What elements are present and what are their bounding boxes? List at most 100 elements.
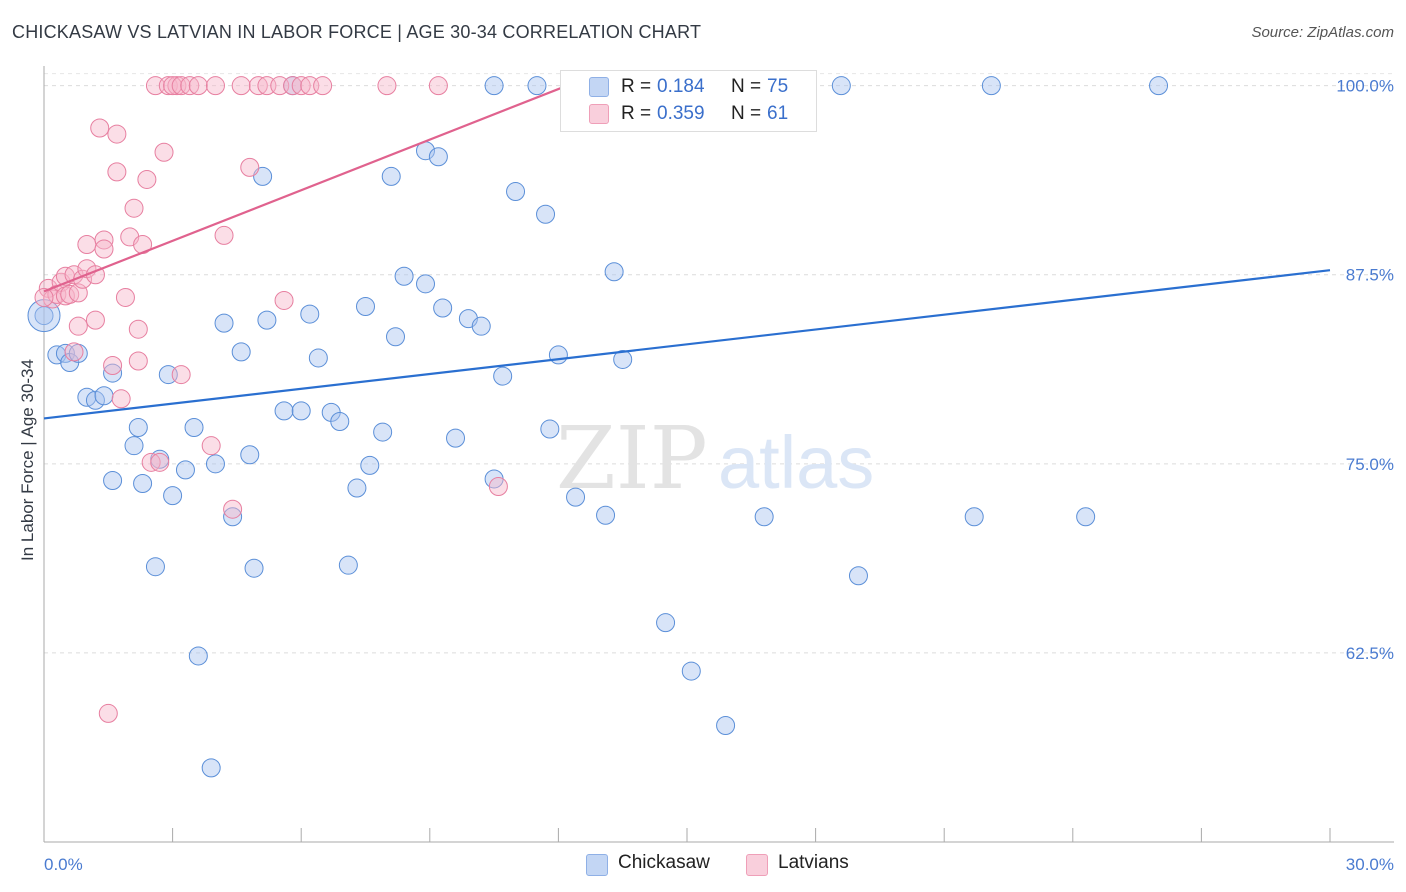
point-chickasaw	[145, 557, 165, 577]
point-latvians	[34, 287, 54, 307]
point-chickasaw	[613, 349, 633, 369]
point-chickasaw	[356, 297, 375, 317]
point-chickasaw	[175, 460, 195, 480]
point-chickasaw	[184, 418, 204, 438]
point-chickasaw	[373, 422, 393, 442]
point-chickasaw	[347, 478, 367, 498]
y-tick-labels: 62.5% 75.0% 87.5% 100.0%	[1336, 77, 1394, 663]
point-chickasaw	[381, 166, 401, 186]
point-latvians	[128, 319, 148, 339]
data-points	[27, 76, 1169, 778]
point-chickasaw	[471, 316, 491, 336]
legend-r-value: 0.184	[657, 76, 705, 97]
point-latvians	[64, 342, 84, 362]
point-chickasaw	[214, 313, 234, 333]
point-latvians	[111, 389, 131, 409]
point-chickasaw	[716, 716, 736, 736]
legend-n-value: 75	[767, 76, 789, 97]
point-chickasaw	[94, 386, 114, 406]
point-latvians	[214, 225, 234, 245]
point-chickasaw	[656, 613, 676, 633]
point-chickasaw	[428, 147, 448, 167]
point-latvians	[68, 316, 88, 336]
series-legend-label-latvians: Latvians	[778, 852, 849, 873]
point-latvians	[488, 477, 508, 497]
point-chickasaw	[566, 487, 586, 507]
point-chickasaw	[240, 445, 260, 465]
point-latvians	[90, 118, 110, 138]
correlation-legend: R = 0.184 N = 75 R = 0.359 N = 61	[560, 70, 817, 132]
watermark-atlas: atlas	[718, 421, 874, 504]
trend-lines	[43, 84, 1331, 420]
point-latvians	[188, 76, 208, 96]
point-latvians	[64, 265, 84, 285]
axes	[43, 66, 1394, 843]
point-chickasaw	[244, 558, 264, 578]
y-tick-label: 100.0%	[1336, 77, 1394, 96]
point-chickasaw	[257, 310, 277, 330]
y-tick-label: 87.5%	[1346, 266, 1394, 285]
point-chickasaw	[548, 345, 568, 365]
point-chickasaw	[831, 76, 851, 96]
point-chickasaw	[231, 342, 251, 362]
point-latvians	[428, 76, 448, 96]
point-chickasaw	[103, 470, 123, 490]
point-latvians	[137, 169, 157, 189]
y-tick-label: 75.0%	[1346, 455, 1394, 474]
point-latvians	[124, 198, 144, 218]
point-latvians	[231, 76, 251, 96]
legend-swatch-chickasaw	[589, 77, 609, 97]
x-tick-labels: 0.0% 30.0%	[44, 855, 1394, 874]
legend-n-label: N =	[731, 76, 762, 97]
series-legend-swatch-latvians	[746, 854, 768, 876]
point-chickasaw	[848, 566, 868, 586]
point-latvians	[103, 356, 123, 376]
legend-row-latvians: R = 0.359 N = 61	[561, 101, 816, 127]
point-chickasaw	[308, 348, 328, 368]
point-latvians	[154, 142, 174, 162]
point-chickasaw	[596, 505, 616, 525]
x-tick-label-min: 0.0%	[44, 855, 83, 874]
point-chickasaw	[681, 661, 701, 681]
point-chickasaw	[163, 486, 183, 506]
trend-line-latvians	[43, 84, 568, 293]
chart-title: CHICKASAW VS LATVIAN IN LABOR FORCE | AG…	[12, 22, 702, 42]
point-chickasaw	[291, 401, 311, 421]
point-chickasaw	[188, 646, 208, 666]
point-chickasaw	[85, 390, 105, 410]
point-chickasaw	[1149, 76, 1169, 96]
point-chickasaw	[484, 76, 504, 96]
point-chickasaw	[223, 507, 243, 527]
point-latvians	[77, 234, 97, 254]
point-latvians	[94, 239, 114, 259]
watermark-zip: ZIP	[556, 409, 708, 509]
point-chickasaw	[416, 274, 436, 294]
point-chickasaw	[133, 473, 153, 493]
point-chickasaw	[394, 266, 414, 286]
point-chickasaw	[540, 419, 560, 439]
point-chickasaw	[360, 455, 380, 475]
trend-line-chickasaw	[43, 269, 1331, 420]
point-latvians	[313, 76, 333, 96]
point-chickasaw	[446, 428, 466, 448]
legend-n-value: 61	[767, 103, 789, 124]
point-latvians	[107, 162, 127, 182]
point-chickasaw	[205, 454, 225, 474]
point-latvians	[98, 703, 118, 723]
point-latvians	[240, 157, 260, 177]
point-chickasaw	[1076, 507, 1096, 527]
point-latvians	[128, 351, 148, 371]
point-latvians	[107, 124, 127, 144]
y-tick-label: 62.5%	[1346, 644, 1394, 663]
legend-r-label: R =	[621, 103, 652, 124]
point-chickasaw	[386, 327, 406, 347]
point-latvians	[377, 76, 397, 96]
point-latvians	[205, 76, 225, 96]
point-latvians	[115, 287, 135, 307]
point-chickasaw	[201, 758, 221, 778]
chart-source: Source: ZipAtlas.com	[1251, 24, 1394, 41]
point-chickasaw	[433, 298, 453, 318]
point-chickasaw	[128, 418, 148, 438]
legend-n-label: N =	[731, 103, 762, 124]
